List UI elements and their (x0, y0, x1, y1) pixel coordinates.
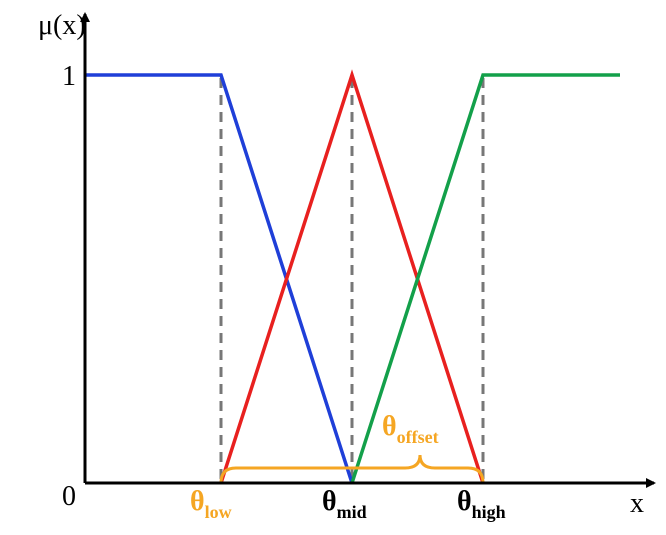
theta-mid: θmid (322, 486, 367, 522)
low-function (85, 73, 354, 484)
y-axis-label: μ(x) (38, 10, 86, 41)
symbol: θ (322, 486, 337, 517)
symbol: θ (190, 486, 205, 517)
subscript: low (205, 502, 232, 522)
offset-brace (219, 454, 485, 484)
subscript: high (472, 502, 506, 522)
symbol: θ (382, 411, 397, 442)
x-axis-label: x (630, 488, 644, 519)
y-top-label: 1 (62, 61, 76, 92)
theta-high: θhigh (457, 486, 506, 522)
theta-low: θlow (190, 486, 232, 522)
subscript: mid (337, 502, 367, 522)
high-function (350, 73, 620, 484)
subscript: offset (397, 427, 439, 447)
guides (219, 78, 485, 483)
symbol: θ (457, 486, 472, 517)
mid-function (219, 69, 485, 484)
origin-label: 0 (62, 481, 76, 512)
theta-offset: θoffset (382, 411, 439, 447)
